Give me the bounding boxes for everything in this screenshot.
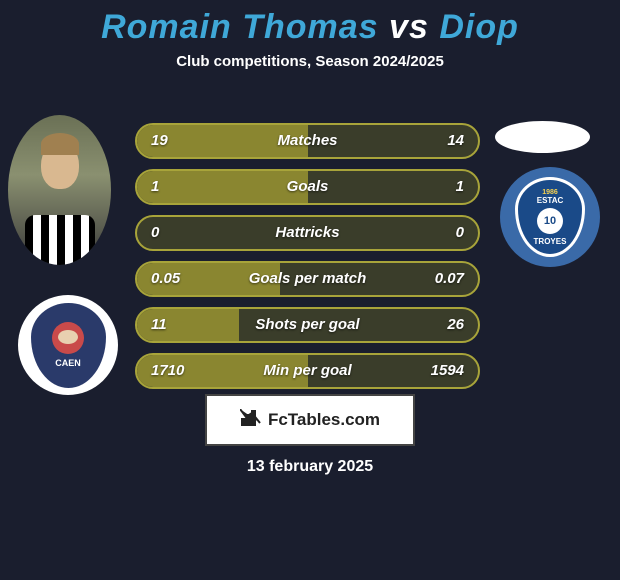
stat-value-right: 1594 bbox=[431, 355, 464, 387]
stat-row: 19Matches14 bbox=[135, 123, 480, 159]
club2-shield-icon: 1986 ESTAC 10 TROYES bbox=[515, 177, 585, 257]
chart-icon bbox=[240, 409, 262, 432]
stat-value-right: 0.07 bbox=[435, 263, 464, 295]
player2-avatar bbox=[495, 121, 590, 153]
player2-name: Diop bbox=[439, 8, 519, 46]
club2-name-top: ESTAC bbox=[537, 196, 564, 205]
comparison-title: Romain Thomas vs Diop bbox=[0, 0, 620, 47]
stat-value-right: 0 bbox=[456, 217, 464, 249]
stat-label: Matches bbox=[137, 125, 478, 157]
stat-row: 0.05Goals per match0.07 bbox=[135, 261, 480, 297]
subtitle: Club competitions, Season 2024/2025 bbox=[0, 53, 620, 70]
club1-shield-icon: CAEN bbox=[31, 303, 106, 388]
club2-number: 10 bbox=[544, 215, 556, 227]
vs-text: vs bbox=[389, 8, 429, 46]
stat-row: 1Goals1 bbox=[135, 169, 480, 205]
stat-label: Min per goal bbox=[137, 355, 478, 387]
date-text: 13 february 2025 bbox=[0, 458, 620, 476]
stat-label: Goals bbox=[137, 171, 478, 203]
stat-label: Goals per match bbox=[137, 263, 478, 295]
club1-viking-icon bbox=[52, 322, 84, 354]
club2-badge: 1986 ESTAC 10 TROYES bbox=[500, 167, 600, 267]
stat-row: 0Hattricks0 bbox=[135, 215, 480, 251]
footer-brand-box: FcTables.com bbox=[205, 394, 415, 446]
player1-name: Romain Thomas bbox=[101, 8, 378, 46]
stat-label: Hattricks bbox=[137, 217, 478, 249]
club2-name-bottom: TROYES bbox=[534, 237, 567, 246]
stat-row: 1710Min per goal1594 bbox=[135, 353, 480, 389]
player1-avatar bbox=[8, 115, 111, 265]
stat-value-right: 1 bbox=[456, 171, 464, 203]
stat-label: Shots per goal bbox=[137, 309, 478, 341]
stat-value-right: 26 bbox=[447, 309, 464, 341]
footer-brand-text: FcTables.com bbox=[268, 410, 380, 430]
club2-year: 1986 bbox=[542, 189, 558, 196]
stat-row: 11Shots per goal26 bbox=[135, 307, 480, 343]
club2-ball-icon: 10 bbox=[537, 208, 563, 234]
stat-value-right: 14 bbox=[447, 125, 464, 157]
stats-list: 19Matches14 1Goals1 0Hattricks0 0.05Goals p… bbox=[135, 123, 480, 389]
club1-name: CAEN bbox=[55, 358, 81, 368]
club1-badge: CAEN bbox=[18, 295, 118, 395]
player1-hair-icon bbox=[41, 133, 79, 155]
player1-jersey-icon bbox=[25, 215, 95, 265]
